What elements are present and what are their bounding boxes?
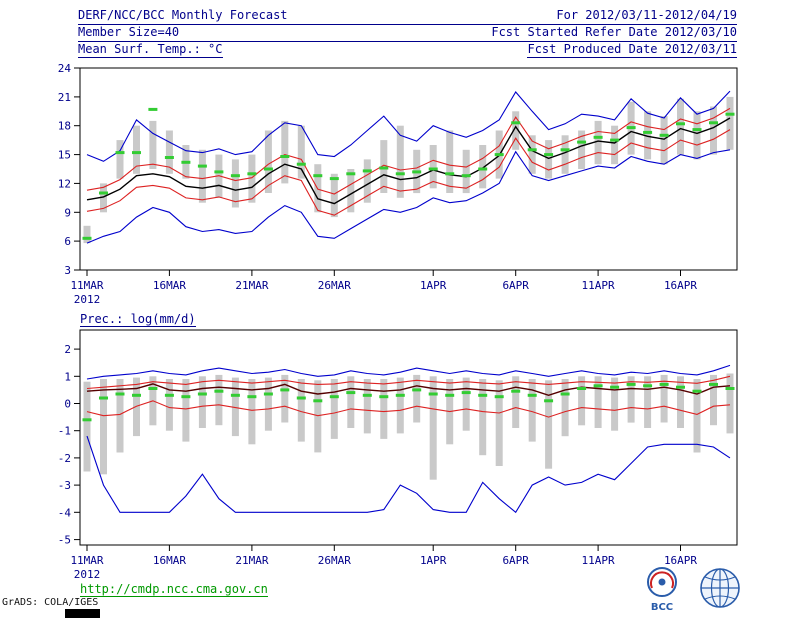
precipitation-chart: -5 -4 -3 -2 -1 0 1 2 11MAR 16MAR 21MAR 26MAR 1APR 6AP… xyxy=(58,329,738,581)
bottom-bar xyxy=(65,609,100,618)
svg-text:-5: -5 xyxy=(58,534,71,547)
svg-text:-4: -4 xyxy=(58,506,72,519)
svg-text:9: 9 xyxy=(64,206,71,219)
svg-text:1APR: 1APR xyxy=(420,554,447,567)
svg-text:-3: -3 xyxy=(58,479,71,492)
svg-text:3: 3 xyxy=(64,264,71,277)
svg-text:16APR: 16APR xyxy=(664,554,697,567)
temperature-chart: 3 6 9 12 15 18 21 24 11MAR 16MAR 21MAR 26MAR 1APR 6AP… xyxy=(58,62,738,306)
svg-text:11MAR: 11MAR xyxy=(70,554,103,567)
svg-text:18: 18 xyxy=(58,120,71,133)
svg-text:16MAR: 16MAR xyxy=(153,279,186,292)
svg-text:21: 21 xyxy=(58,91,71,104)
ncc-logo xyxy=(700,568,740,608)
svg-text:15: 15 xyxy=(58,149,71,162)
forecast-date-range: For 2012/03/11-2012/04/19 xyxy=(556,8,737,22)
grads-credit: GrADS: COLA/IGES xyxy=(2,597,99,608)
svg-text:16APR: 16APR xyxy=(664,279,697,292)
page-title: DERF/NCC/BCC Monthly Forecast xyxy=(78,8,288,22)
svg-text:1APR: 1APR xyxy=(420,279,447,292)
svg-text:2012: 2012 xyxy=(74,568,101,581)
produced-date-label: Fcst Produced Date 2012/03/11 xyxy=(527,42,737,58)
footer-logos: BCC xyxy=(647,567,740,613)
svg-text:26MAR: 26MAR xyxy=(318,279,351,292)
svg-text:11APR: 11APR xyxy=(582,279,615,292)
svg-text:-1: -1 xyxy=(58,425,71,438)
svg-text:2: 2 xyxy=(64,343,71,356)
svg-text:21MAR: 21MAR xyxy=(235,279,268,292)
svg-text:0: 0 xyxy=(64,398,71,411)
precipitation-chart-title: Prec.: log(mm/d) xyxy=(80,312,196,327)
bcc-logo: BCC xyxy=(647,567,677,613)
svg-text:26MAR: 26MAR xyxy=(318,554,351,567)
header-row-1: DERF/NCC/BCC Monthly Forecast For 2012/0… xyxy=(78,8,737,25)
svg-text:6APR: 6APR xyxy=(502,279,529,292)
svg-text:24: 24 xyxy=(58,62,72,75)
svg-text:12: 12 xyxy=(58,177,71,190)
svg-text:2012: 2012 xyxy=(74,293,101,306)
header-row-2: Member Size=40 Fcst Started Refer Date 2… xyxy=(78,25,737,42)
svg-text:21MAR: 21MAR xyxy=(235,554,268,567)
refer-date-label: Fcst Started Refer Date 2012/03/10 xyxy=(491,25,737,39)
svg-text:11MAR: 11MAR xyxy=(70,279,103,292)
bcc-logo-label: BCC xyxy=(651,602,673,613)
header: DERF/NCC/BCC Monthly Forecast For 2012/0… xyxy=(78,8,737,58)
svg-text:16MAR: 16MAR xyxy=(153,554,186,567)
member-size-label: Member Size=40 xyxy=(78,25,180,39)
header-row-3: Mean Surf. Temp.: °C Fcst Produced Date … xyxy=(78,42,737,58)
svg-text:6APR: 6APR xyxy=(502,554,529,567)
svg-text:1: 1 xyxy=(64,370,71,383)
svg-text:6: 6 xyxy=(64,235,71,248)
website-link[interactable]: http://cmdp.ncc.cma.gov.cn xyxy=(80,582,268,597)
svg-text:11APR: 11APR xyxy=(582,554,615,567)
temperature-chart-title: Mean Surf. Temp.: °C xyxy=(78,42,223,58)
svg-text:-2: -2 xyxy=(58,452,71,465)
